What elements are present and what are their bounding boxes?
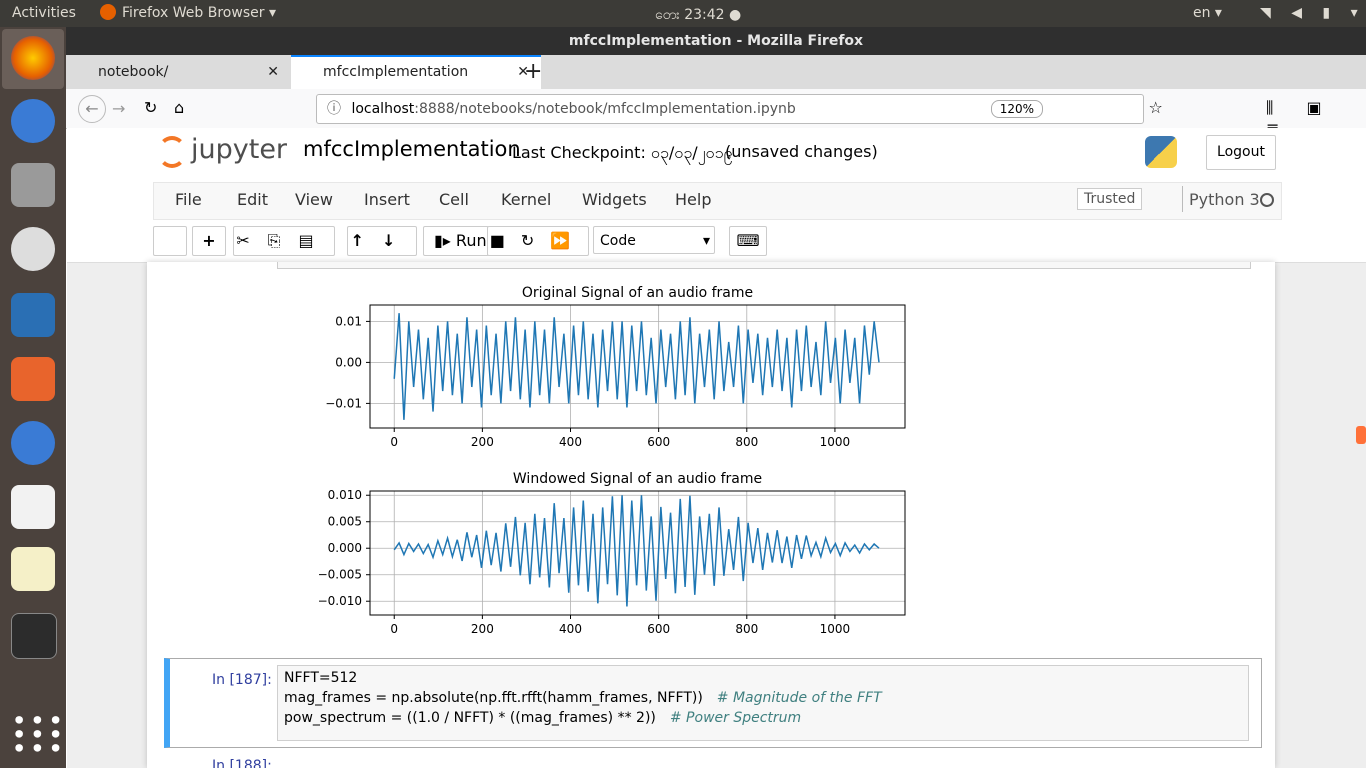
code-text: pow_spectrum = ((1.0 / NFFT) * ((mag_fra… (284, 710, 656, 726)
tab[interactable]: notebook/✕ (98, 64, 279, 80)
menu-item[interactable]: Edit (237, 190, 268, 209)
home-button[interactable]: ⌂ (174, 98, 185, 117)
kernel-name: Python 3 (1189, 190, 1260, 209)
rhythmbox-icon[interactable] (11, 227, 55, 271)
url-bar[interactable]: ⓘ localhost:8888/notebooks/notebook/mfcc… (316, 94, 1144, 124)
activities[interactable]: Activities (12, 5, 76, 21)
reload-button[interactable]: ↻ (144, 98, 158, 117)
app-menu[interactable]: Firefox Web Browser ▾ (122, 5, 276, 21)
thunderbird-icon[interactable] (11, 99, 55, 143)
help-icon[interactable] (11, 421, 55, 465)
menu-item[interactable]: Help (675, 190, 712, 209)
menu-item[interactable]: Kernel (501, 190, 552, 209)
python-logo (1145, 136, 1177, 168)
kernel-indicator (1260, 193, 1274, 207)
clock[interactable]: တေး 23:42 ● (655, 7, 742, 23)
forward-button[interactable]: → (112, 99, 126, 118)
cell-type: Code (600, 233, 636, 249)
jupyter-header: jupyter mfccImplementation Last Checkpoi… (67, 128, 1366, 263)
firefox-icon[interactable] (11, 36, 55, 80)
status-icons[interactable]: ◥ ◀ ▮ ▾ (1260, 5, 1366, 21)
page-content: jupyter mfccImplementation Last Checkpoi… (67, 128, 1366, 768)
menu-item[interactable]: Widgets (582, 190, 647, 209)
menu-item[interactable]: Insert (364, 190, 410, 209)
jupyter-logo[interactable]: jupyter (191, 134, 288, 165)
window-title: mfccImplementation - Mozilla Firefox (66, 27, 1366, 55)
code-line: pow_spectrum = ((1.0 / NFFT) * ((mag_fra… (284, 710, 801, 726)
code-comment: # Magnitude of the FFT (716, 690, 882, 706)
kernel-buttons[interactable]: ■↻⏩ (487, 226, 589, 256)
top-bar: Activities Firefox Web Browser ▾ တေး 23:… (0, 0, 1366, 27)
edit-buttons[interactable]: ✂⎘▤ (233, 226, 335, 256)
menu-item[interactable]: View (295, 190, 333, 209)
notebook-name[interactable]: mfccImplementation (303, 137, 521, 161)
cell-type-select[interactable]: Code ▾ (593, 226, 715, 254)
jupyter-logo-mark (158, 136, 186, 168)
back-button[interactable]: ← (78, 95, 106, 123)
files-icon[interactable] (11, 163, 55, 207)
menu-item[interactable]: File (175, 190, 202, 209)
move-buttons[interactable]: ↑↓ (347, 226, 417, 256)
logout-button[interactable]: Logout (1206, 135, 1276, 170)
run-button[interactable]: ▮▸ Run (423, 226, 489, 256)
software-icon[interactable] (11, 357, 55, 401)
app-icon (100, 4, 116, 20)
writer-icon[interactable] (11, 293, 55, 337)
apps-grid[interactable]: ∙∙∙ ∙∙∙ ∙∙∙ (11, 705, 66, 763)
notebook-page: In [187]: NFFT=512 mag_frames = np.absolu… (147, 262, 1275, 768)
language[interactable]: en ▾ (1193, 5, 1222, 21)
trusted-badge[interactable]: Trusted (1077, 188, 1143, 210)
amazon-icon[interactable] (11, 485, 55, 529)
url-host: localhost (351, 101, 415, 117)
code-text: NFFT=512 (284, 670, 358, 686)
menu-item[interactable]: Cell (439, 190, 469, 209)
tab-title: mfccImplementation (323, 64, 469, 80)
new-tab[interactable]: + (524, 59, 543, 84)
input-prompt: In [188]: (212, 758, 272, 768)
save-status: (unsaved changes) (725, 142, 878, 161)
launcher: ∙∙∙ ∙∙∙ ∙∙∙ (0, 27, 66, 768)
code-line: mag_frames = np.absolute(np.fft.rfft(ham… (284, 690, 882, 706)
scroll-marker (1356, 426, 1366, 444)
insert-button[interactable]: + (192, 226, 226, 256)
code-line: NFFT=512 (284, 670, 357, 686)
code-cell[interactable]: In [187]: NFFT=512 mag_frames = np.absolu… (164, 658, 1262, 748)
code-comment: # Power Spectrum (669, 710, 802, 726)
keyboard-button[interactable]: ⌨ (729, 226, 767, 256)
zoom-level[interactable]: 120% (990, 100, 1043, 118)
tab-title: notebook/ (98, 64, 169, 80)
code-text: mag_frames = np.absolute(np.fft.rfft(ham… (284, 690, 703, 706)
previous-input (277, 262, 1251, 269)
run-label: Run (455, 231, 487, 250)
input-prompt: In [187]: (212, 672, 272, 688)
save-button[interactable] (153, 226, 187, 256)
terminal-icon[interactable] (11, 613, 57, 659)
editor-icon[interactable] (11, 547, 55, 591)
url-path: :8888/notebooks/notebook/mfccImplementat… (414, 101, 796, 117)
tab-bar: notebook/✕ mfccImplementation ✕ + (66, 55, 1366, 89)
tab-active[interactable]: mfccImplementation ✕ (291, 55, 541, 89)
code-editor[interactable]: NFFT=512 mag_frames = np.absolute(np.fft.… (277, 665, 1249, 741)
checkpoint: Last Checkpoint: ၀၃/၀၃/၂၀၁၉ (512, 143, 733, 162)
